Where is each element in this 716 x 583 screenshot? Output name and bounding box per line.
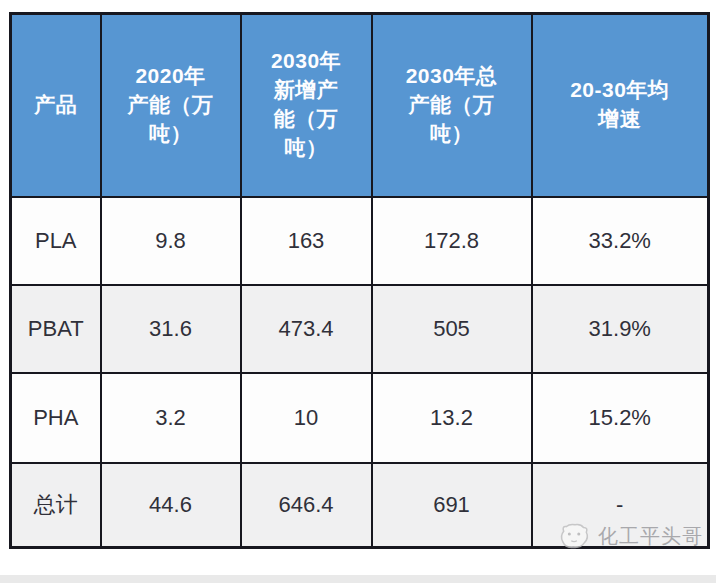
cell-total-cagr: - bbox=[532, 463, 709, 548]
page: 产品 2020年 产能（万 吨） 2030年 新增产 能（万 吨） 2030年总… bbox=[0, 0, 716, 583]
cell-pha-capacity-2020: 3.2 bbox=[101, 373, 241, 463]
cell-pla-capacity-2020: 9.8 bbox=[101, 197, 241, 285]
cell-pha-total-capacity: 13.2 bbox=[372, 373, 532, 463]
capacity-table: 产品 2020年 产能（万 吨） 2030年 新增产 能（万 吨） 2030年总… bbox=[9, 12, 710, 549]
table-header-row: 产品 2020年 产能（万 吨） 2030年 新增产 能（万 吨） 2030年总… bbox=[11, 14, 709, 197]
cell-pla-total-capacity: 172.8 bbox=[372, 197, 532, 285]
cell-total-total-capacity: 691 bbox=[372, 463, 532, 548]
table-row-pla: PLA 9.8 163 172.8 33.2% bbox=[11, 197, 709, 285]
cell-pla-cagr: 33.2% bbox=[532, 197, 709, 285]
row-label-pha: PHA bbox=[11, 373, 101, 463]
col-header-capacity-2020: 2020年 产能（万 吨） bbox=[101, 14, 241, 197]
cell-pha-new-capacity: 10 bbox=[241, 373, 372, 463]
cell-pbat-cagr: 31.9% bbox=[532, 285, 709, 373]
cell-pha-cagr: 15.2% bbox=[532, 373, 709, 463]
col-header-cagr: 20-30年均 增速 bbox=[532, 14, 709, 197]
table-row-total: 总计 44.6 646.4 691 - bbox=[11, 463, 709, 548]
cell-pla-new-capacity: 163 bbox=[241, 197, 372, 285]
col-header-total-capacity-2030: 2030年总 产能（万 吨） bbox=[372, 14, 532, 197]
row-label-pla: PLA bbox=[11, 197, 101, 285]
bottom-strip bbox=[0, 575, 716, 583]
row-label-pbat: PBAT bbox=[11, 285, 101, 373]
cell-total-capacity-2020: 44.6 bbox=[101, 463, 241, 548]
row-label-total: 总计 bbox=[11, 463, 101, 548]
cell-pbat-new-capacity: 473.4 bbox=[241, 285, 372, 373]
table-row-pbat: PBAT 31.6 473.4 505 31.9% bbox=[11, 285, 709, 373]
cell-pbat-total-capacity: 505 bbox=[372, 285, 532, 373]
table-row-pha: PHA 3.2 10 13.2 15.2% bbox=[11, 373, 709, 463]
cell-total-new-capacity: 646.4 bbox=[241, 463, 372, 548]
col-header-new-capacity-2030: 2030年 新增产 能（万 吨） bbox=[241, 14, 372, 197]
col-header-product: 产品 bbox=[11, 14, 101, 197]
cell-pbat-capacity-2020: 31.6 bbox=[101, 285, 241, 373]
